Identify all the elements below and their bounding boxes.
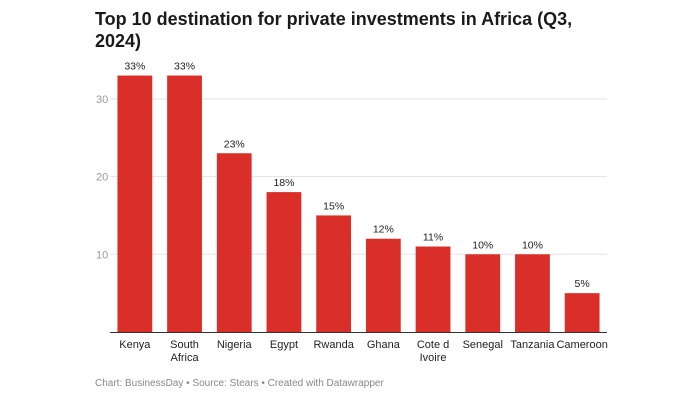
bar [216, 153, 252, 332]
x-tick-label: Cote d [417, 339, 449, 351]
bar [167, 75, 202, 333]
x-tick-label: Rwanda [313, 339, 354, 351]
bar [415, 246, 451, 332]
data-label: 10% [522, 239, 543, 251]
y-axis: 10 20 30 [96, 94, 108, 261]
bars: 33% 33% 23% 18% 15% 12% 11% 10% 10% 5% [117, 61, 600, 333]
data-label: 18% [273, 177, 294, 189]
bar [365, 238, 401, 332]
data-label: 11% [423, 232, 443, 244]
bar [564, 293, 600, 332]
x-tick-label: Senegal [463, 339, 503, 351]
x-tick-label: Tanzania [510, 339, 555, 351]
data-label: 15% [323, 200, 344, 212]
bar [117, 75, 153, 333]
bar [266, 192, 302, 332]
x-tick-label: Africa [170, 352, 199, 364]
data-label: 33% [124, 61, 145, 73]
data-label: 12% [373, 224, 394, 236]
x-tick-label: South [170, 339, 199, 351]
bar [316, 215, 352, 332]
y-tick-label: 10 [96, 249, 108, 261]
data-label: 23% [224, 138, 245, 150]
bar [465, 254, 501, 332]
x-tick-label: Kenya [119, 339, 151, 351]
data-label: 10% [472, 239, 493, 251]
y-tick-label: 20 [96, 172, 108, 184]
x-tick-label: Ghana [367, 339, 401, 351]
chart-title: Top 10 destination for private investmen… [95, 9, 573, 51]
bar [515, 254, 550, 332]
x-tick-label: Egypt [270, 339, 298, 351]
data-label: 33% [174, 61, 195, 73]
x-tick-label: Cameroon [556, 339, 607, 351]
y-tick-label: 30 [96, 94, 108, 106]
chart-source-note: Chart: BusinessDay • Source: Stears • Cr… [95, 378, 384, 389]
x-tick-label: Nigeria [217, 339, 253, 351]
data-label: 5% [575, 278, 590, 290]
x-tick-label: Ivoire [420, 352, 447, 364]
